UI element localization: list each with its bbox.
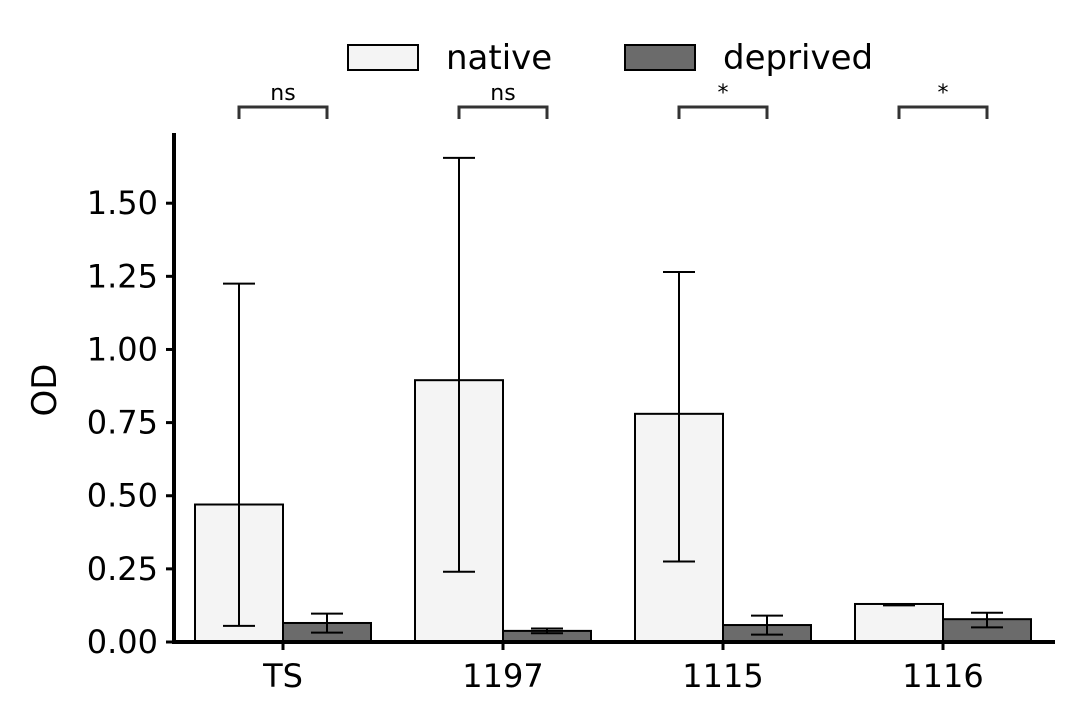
y-tick-label: 1.00 bbox=[87, 330, 158, 368]
y-tick-label: 0.50 bbox=[87, 477, 158, 515]
legend-swatch-native bbox=[347, 44, 419, 71]
significance-label: * bbox=[718, 81, 729, 106]
significance-label: ns bbox=[270, 81, 295, 106]
legend-label-native: native bbox=[446, 38, 552, 78]
x-tick-label: 1115 bbox=[682, 657, 763, 695]
legend-label-deprived: deprived bbox=[723, 38, 873, 78]
bar-native-1116 bbox=[854, 602, 944, 643]
significance-label: * bbox=[938, 81, 949, 106]
y-tick-label: 1.25 bbox=[87, 257, 158, 295]
x-tick-label: 1116 bbox=[902, 657, 983, 695]
x-tick-label: TS bbox=[262, 657, 303, 695]
y-tick-label: 0.00 bbox=[87, 623, 158, 661]
x-tick-label: 1197 bbox=[462, 657, 543, 695]
significance-label: ns bbox=[490, 81, 515, 106]
y-tick-label: 1.50 bbox=[87, 184, 158, 222]
y-axis-label: OD bbox=[25, 364, 65, 417]
significance-bracket bbox=[237, 105, 329, 119]
significance-bracket bbox=[897, 105, 989, 119]
y-tick-label: 0.75 bbox=[87, 404, 158, 442]
significance-bracket bbox=[677, 105, 769, 119]
y-tick-label: 0.25 bbox=[87, 550, 158, 588]
legend-swatch-deprived bbox=[624, 44, 696, 71]
significance-bracket bbox=[457, 105, 549, 119]
